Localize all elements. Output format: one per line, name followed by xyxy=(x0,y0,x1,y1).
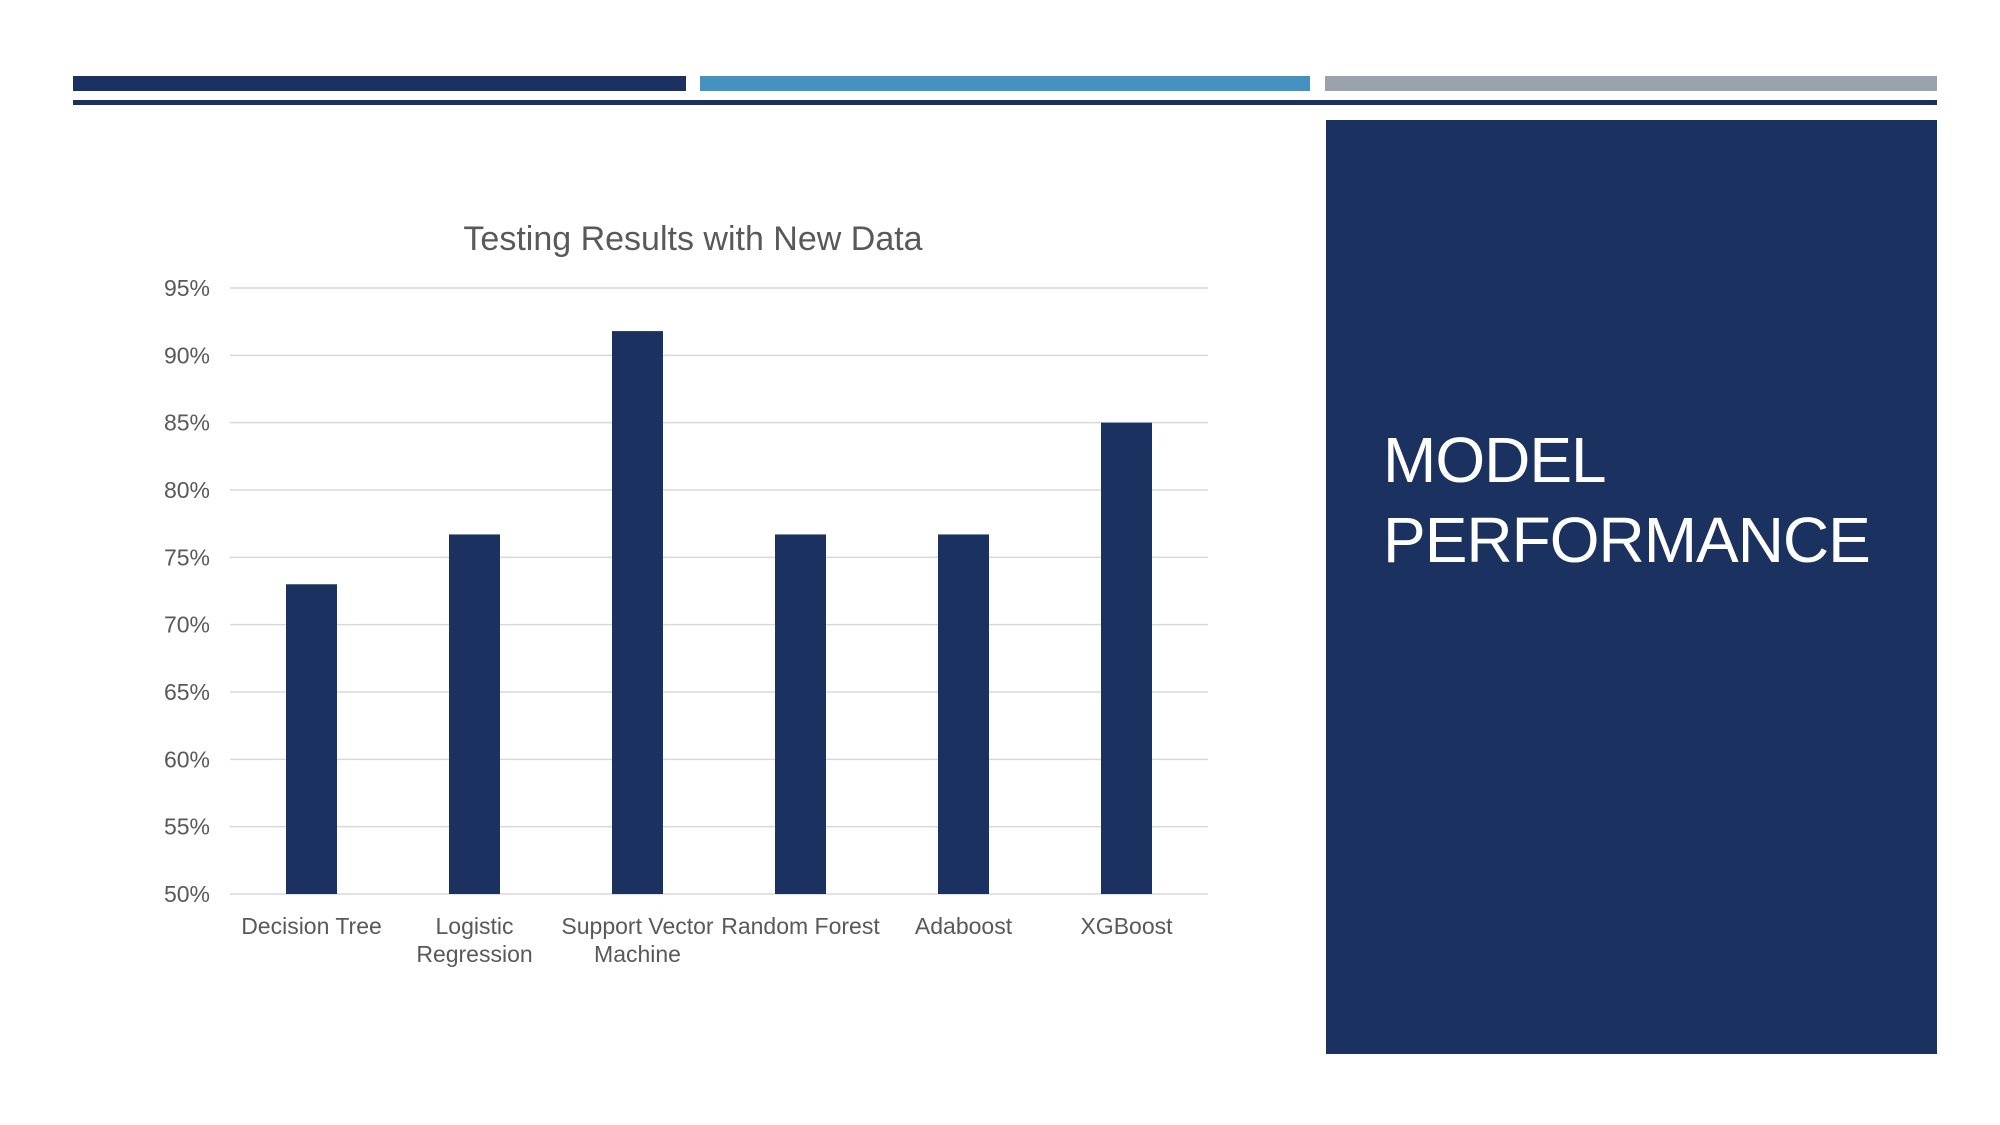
bar-logistic-regression xyxy=(449,534,500,894)
accent-bar-navy xyxy=(73,76,686,91)
x-tick-label: Machine xyxy=(594,941,681,967)
chart-title: Testing Results with New Data xyxy=(463,220,922,258)
accent-bar-gray xyxy=(1325,76,1937,91)
x-tick-label: XGBoost xyxy=(1080,913,1173,939)
y-tick-label: 80% xyxy=(164,477,210,503)
x-tick-label: Logistic xyxy=(436,913,514,939)
slide-title: MODEL PERFORMANCE xyxy=(1383,424,1871,576)
x-tick-label: Random Forest xyxy=(721,913,880,939)
y-tick-label: 95% xyxy=(164,275,210,301)
y-tick-label: 70% xyxy=(164,612,210,638)
x-tick-label: Support Vector xyxy=(561,913,713,939)
bar-random-forest xyxy=(775,534,826,894)
y-tick-label: 85% xyxy=(164,410,210,436)
bar-support-vector-machine xyxy=(612,331,663,894)
y-tick-label: 65% xyxy=(164,679,210,705)
bar-adaboost xyxy=(938,534,989,894)
y-tick-label: 50% xyxy=(164,881,210,907)
title-panel: MODEL PERFORMANCE xyxy=(1326,120,1937,1054)
y-tick-label: 60% xyxy=(164,746,210,772)
accent-bar-blue xyxy=(700,76,1310,91)
y-tick-label: 75% xyxy=(164,544,210,570)
y-tick-label: 55% xyxy=(164,814,210,840)
x-tick-label: Decision Tree xyxy=(241,913,382,939)
y-tick-label: 90% xyxy=(164,342,210,368)
x-tick-label: Adaboost xyxy=(915,913,1013,939)
x-tick-label: Regression xyxy=(416,941,532,967)
header-rule xyxy=(73,100,1937,105)
chart-container: Testing Results with New Data 50% 55% 60% 65… xyxy=(140,200,1240,1000)
bar-decision-tree xyxy=(286,584,337,894)
bar-xgboost xyxy=(1101,422,1152,894)
bar-chart: Testing Results with New Data 50% 55% 60% 65… xyxy=(164,220,1208,967)
